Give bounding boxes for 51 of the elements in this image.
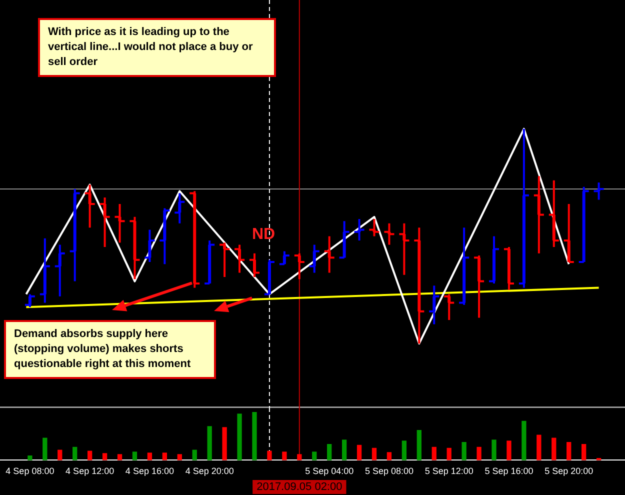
bar xyxy=(237,414,242,460)
bar xyxy=(192,450,197,460)
callout: Demand absorbs supply here (stopping volume) makes shorts questionable right at this moment xyxy=(4,320,216,379)
x-tick-label: 4 Sep 16:00 xyxy=(125,466,174,476)
bar xyxy=(72,446,78,460)
bar xyxy=(476,446,482,460)
bar xyxy=(267,450,272,460)
x-tick-label: 5 Sep 12:00 xyxy=(424,466,474,476)
bar xyxy=(58,450,62,460)
callout: With price as it is leading up to the vertical line...I would not place a buy or sell order xyxy=(38,18,276,77)
bar xyxy=(87,450,92,460)
bar xyxy=(566,442,572,460)
bar xyxy=(582,444,586,460)
bar xyxy=(432,446,436,460)
annotation: ND xyxy=(252,225,276,245)
bar xyxy=(416,430,422,460)
x-tick-label: 5 Sep 08:00 xyxy=(364,466,414,476)
ref-line-label: 2017.09.05 02:00 xyxy=(256,481,342,494)
bar xyxy=(28,456,32,460)
x-tick-label: 5 Sep 20:00 xyxy=(544,466,594,476)
bar xyxy=(446,448,452,460)
x-tick-label: 4 Sep 20:00 xyxy=(185,466,234,476)
bar xyxy=(342,440,347,460)
bar xyxy=(117,454,122,460)
bar xyxy=(207,426,212,460)
bar xyxy=(522,420,526,460)
bar xyxy=(252,412,257,460)
bar xyxy=(462,442,466,460)
x-tick-label: 4 Sep 12:00 xyxy=(66,466,114,476)
bar xyxy=(402,440,407,460)
bar xyxy=(177,454,182,460)
bar xyxy=(536,434,542,460)
bar xyxy=(492,440,496,460)
bar xyxy=(42,438,48,460)
bar xyxy=(102,453,108,460)
bar xyxy=(552,438,556,460)
bar xyxy=(506,440,512,460)
bar xyxy=(312,452,317,460)
bar xyxy=(222,427,227,460)
x-tick-label: 5 Sep 04:00 xyxy=(305,466,354,476)
bar xyxy=(132,452,138,460)
bar xyxy=(327,444,332,460)
bar xyxy=(386,452,392,460)
bar xyxy=(356,444,362,460)
bar xyxy=(282,452,287,460)
bar xyxy=(147,452,152,460)
x-tick-label: 4 Sep 08:00 xyxy=(6,466,54,476)
bar xyxy=(297,454,302,460)
bar xyxy=(162,452,167,460)
x-tick-label: 5 Sep 16:00 xyxy=(484,466,534,476)
bar xyxy=(372,448,377,460)
